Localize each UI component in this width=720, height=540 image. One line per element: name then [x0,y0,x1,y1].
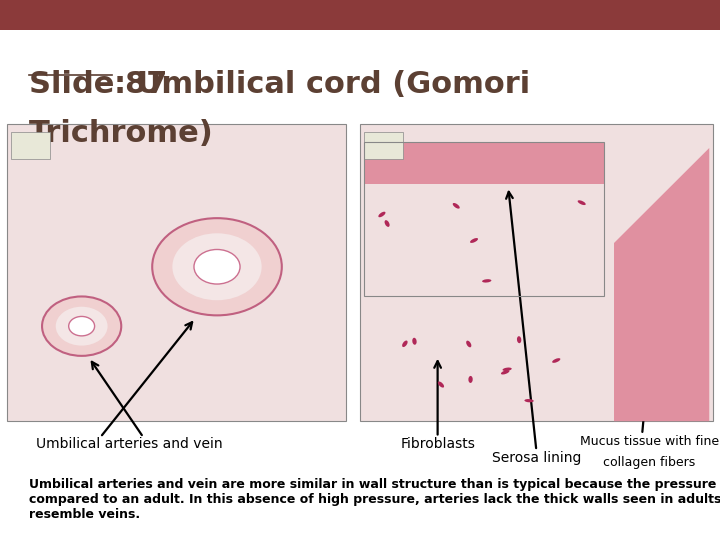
Ellipse shape [413,338,417,345]
Text: Umbilical arteries and vein: Umbilical arteries and vein [36,437,222,451]
Text: collagen fibers: collagen fibers [603,456,696,469]
Text: Mucus tissue with fine: Mucus tissue with fine [580,435,719,448]
Ellipse shape [517,336,521,343]
Ellipse shape [402,341,408,347]
Ellipse shape [469,376,473,383]
Bar [11,132,50,159]
Ellipse shape [453,203,460,208]
Ellipse shape [466,341,472,347]
Bar [364,132,403,159]
Ellipse shape [552,358,560,363]
Circle shape [172,233,261,300]
Bar [364,142,603,184]
Bar [7,124,346,421]
Bar [0,0,720,30]
Bar [364,142,603,296]
Ellipse shape [524,399,534,402]
Ellipse shape [503,368,512,371]
Ellipse shape [577,200,586,205]
Circle shape [68,316,94,336]
Ellipse shape [501,370,510,375]
Bar [360,124,713,421]
Circle shape [152,218,282,315]
Ellipse shape [378,212,385,217]
Text: : Umbilical cord (Gomori: : Umbilical cord (Gomori [114,70,530,99]
Text: Umbilical arteries and vein are more similar in wall structure than is typical b: Umbilical arteries and vein are more sim… [29,478,720,521]
Ellipse shape [438,381,444,388]
Circle shape [194,249,240,284]
Circle shape [55,307,107,346]
Text: Trichrome): Trichrome) [29,119,214,148]
Ellipse shape [470,238,478,243]
Text: Serosa lining: Serosa lining [492,451,581,465]
Polygon shape [614,148,709,421]
Circle shape [42,296,121,356]
Text: Fibroblasts: Fibroblasts [400,437,475,451]
Ellipse shape [482,279,491,282]
Text: Slide 87: Slide 87 [29,70,167,99]
Ellipse shape [384,220,390,227]
